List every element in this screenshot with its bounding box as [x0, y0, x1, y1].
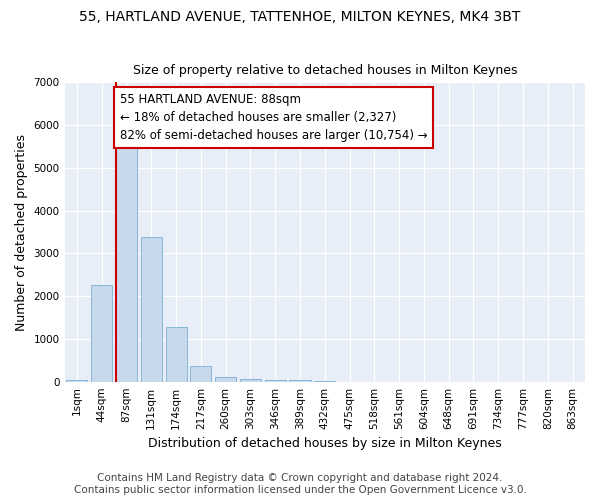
Bar [190, 366, 211, 382]
X-axis label: Distribution of detached houses by size in Milton Keynes: Distribution of detached houses by size … [148, 437, 502, 450]
Title: Size of property relative to detached houses in Milton Keynes: Size of property relative to detached ho… [133, 64, 517, 77]
Text: Contains HM Land Registry data © Crown copyright and database right 2024.
Contai: Contains HM Land Registry data © Crown c… [74, 474, 526, 495]
Bar [67, 380, 88, 382]
Y-axis label: Number of detached properties: Number of detached properties [15, 134, 28, 330]
Text: 55 HARTLAND AVENUE: 88sqm
← 18% of detached houses are smaller (2,327)
82% of se: 55 HARTLAND AVENUE: 88sqm ← 18% of detac… [119, 93, 427, 142]
Text: 55, HARTLAND AVENUE, TATTENHOE, MILTON KEYNES, MK4 3BT: 55, HARTLAND AVENUE, TATTENHOE, MILTON K… [79, 10, 521, 24]
Bar [116, 148, 137, 382]
Bar [289, 380, 311, 382]
Bar [91, 284, 112, 382]
Bar [265, 380, 286, 382]
Bar [166, 326, 187, 382]
Bar [240, 378, 261, 382]
Bar [215, 377, 236, 382]
Bar [141, 237, 162, 382]
